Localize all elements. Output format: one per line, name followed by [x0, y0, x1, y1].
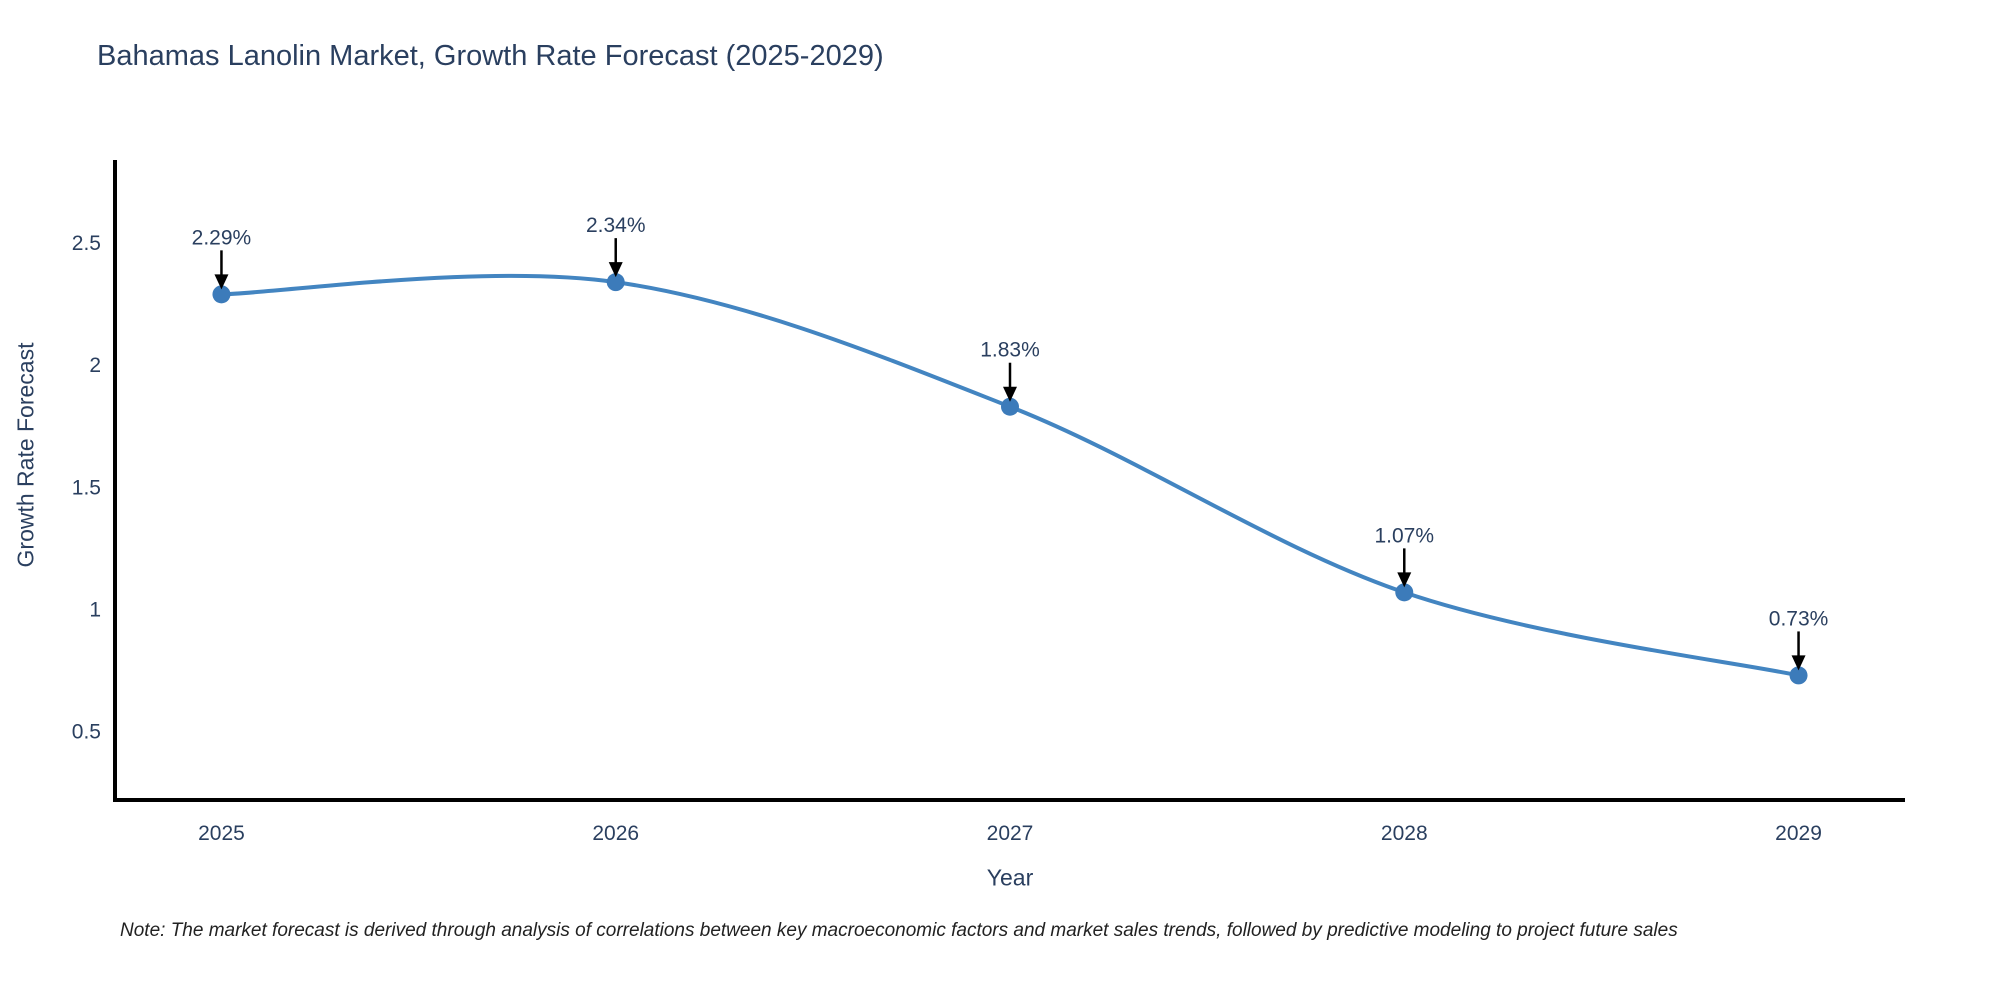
annotation-arrowhead-icon: [214, 274, 229, 290]
data-point-marker-2029[interactable]: [1789, 666, 1808, 685]
annotation-arrowhead-icon: [1397, 572, 1412, 588]
y-tick-label-0.5: 0.5: [72, 721, 101, 744]
x-axis-title: Year: [986, 864, 1034, 891]
y-tick-label-2.5: 2.5: [72, 232, 101, 255]
data-point-label-2026: 2.34%: [586, 214, 646, 237]
annotation-arrowhead-icon: [1003, 386, 1017, 402]
y-tick-label-1.5: 1.5: [72, 476, 101, 499]
annotation-arrowhead-icon: [1791, 655, 1806, 671]
x-tick-label-2025: 2025: [198, 822, 245, 845]
x-tick-label-2026: 2026: [592, 822, 639, 845]
trend-line: [221, 273, 1799, 678]
x-tick-label-2027: 2027: [987, 822, 1034, 845]
data-point-label-2025: 2.29%: [192, 226, 252, 249]
data-point-marker-2025[interactable]: [212, 285, 231, 304]
y-tick-label-1: 1: [89, 598, 101, 621]
data-point-label-2027: 1.83%: [980, 339, 1040, 362]
annotation-arrowhead-icon: [608, 262, 623, 278]
x-tick-label-2028: 2028: [1381, 822, 1428, 845]
data-point-marker-2027[interactable]: [1001, 397, 1019, 416]
x-tick-label-2029: 2029: [1775, 822, 1822, 845]
chart-title: Bahamas Lanolin Market, Growth Rate Fore…: [97, 40, 884, 72]
footnote: Note: The market forecast is derived thr…: [120, 920, 1678, 941]
data-point-marker-2026[interactable]: [606, 273, 625, 292]
data-point-marker-2028[interactable]: [1395, 583, 1414, 602]
data-point-label-2028: 1.07%: [1374, 524, 1434, 547]
y-tick-label-2: 2: [89, 354, 101, 377]
data-point-label-2029: 0.73%: [1769, 607, 1829, 630]
